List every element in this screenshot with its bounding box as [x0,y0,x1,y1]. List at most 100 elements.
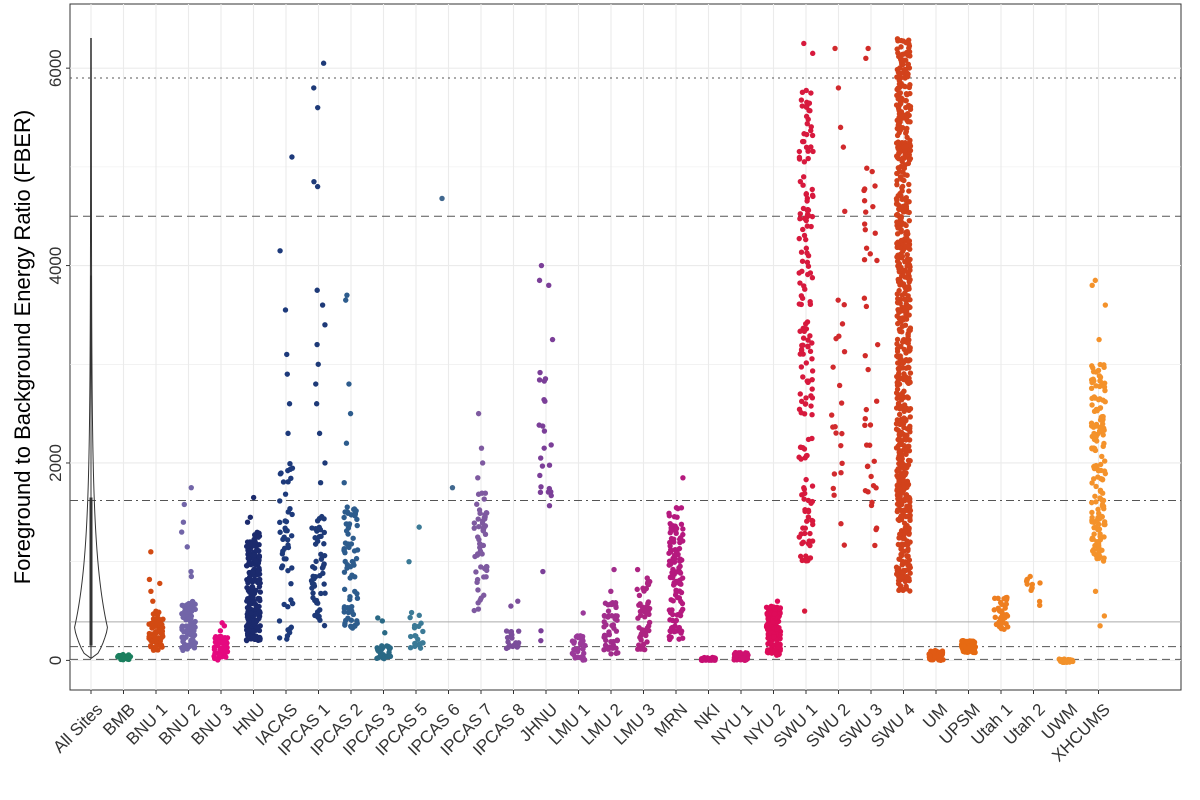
data-point [897,514,904,520]
data-point [285,567,291,574]
data-point [906,84,913,91]
data-point [797,178,804,185]
data-point [894,181,900,188]
data-point [613,604,619,611]
data-point [471,607,477,614]
data-point [475,491,482,497]
data-point [484,564,490,570]
data-point [903,497,909,503]
data-point [899,390,906,396]
data-point [287,461,293,467]
data-point [222,647,229,654]
data-point [808,403,814,409]
data-point [899,460,905,467]
data-point [901,541,907,548]
data-point [250,569,256,575]
data-point [148,643,154,649]
y-tick-label: 4000 [46,247,65,285]
data-point [1089,509,1095,516]
data-point [1098,514,1104,521]
data-point [667,559,674,565]
data-point [869,168,875,175]
data-point [872,230,878,236]
data-point [902,528,909,534]
data-point [342,549,348,556]
data-point [679,600,686,607]
data-point [537,472,543,479]
data-point [907,264,913,270]
data-point [836,382,843,389]
data-point [276,618,283,624]
series-upsm [958,637,979,656]
plot-panel [69,3,1182,691]
data-point [211,653,217,659]
data-point [541,396,547,403]
data-point [150,611,157,617]
data-point [903,297,909,304]
data-point [188,484,194,491]
data-point [798,301,804,308]
data-point [1100,432,1106,438]
data-point [906,188,912,194]
data-point [803,245,810,251]
data-point [863,406,870,413]
data-point [289,600,296,607]
data-point [1093,369,1099,375]
data-point [283,518,290,525]
data-point [541,445,547,451]
data-point [678,521,685,527]
data-point [801,608,808,614]
data-point [678,608,684,615]
data-point [379,643,385,649]
data-point [475,516,481,522]
data-point [842,208,848,214]
data-point [894,507,901,513]
data-point [903,194,909,201]
data-point [636,592,643,599]
data-point [380,655,386,661]
data-point [862,352,868,359]
data-point [1088,499,1095,506]
data-point [1095,506,1101,513]
series-nyu-1 [731,649,751,663]
data-point [1100,498,1106,504]
data-point [257,580,263,586]
data-point [680,526,686,532]
data-point [905,364,911,370]
data-point [803,360,810,366]
data-point [805,263,812,269]
data-point [282,307,289,313]
data-point [896,206,902,213]
data-point [179,602,185,609]
data-point [183,623,189,629]
data-point [667,539,673,546]
data-point [536,422,542,428]
data-point [418,620,424,626]
data-point [838,521,844,527]
data-point [416,612,422,619]
data-point [897,90,904,96]
data-point [807,348,814,355]
data-point [634,566,641,573]
series-utah-2 [1023,573,1043,608]
data-point [580,610,586,616]
data-point [895,193,901,199]
data-point [477,510,483,517]
data-point [646,605,653,612]
data-point [894,348,901,355]
data-point [1091,519,1097,526]
data-point [538,484,544,490]
data-point [379,618,386,624]
data-point [804,198,810,204]
data-point [897,65,903,71]
series-lmu-2 [601,566,621,657]
series-mrn [666,475,686,643]
data-point [1036,602,1043,608]
data-point [900,477,907,483]
data-point [321,516,327,522]
data-point [1099,453,1105,460]
data-point [998,621,1004,627]
data-point [805,343,811,350]
series-ipcas-5 [406,524,426,651]
data-point [898,95,904,101]
